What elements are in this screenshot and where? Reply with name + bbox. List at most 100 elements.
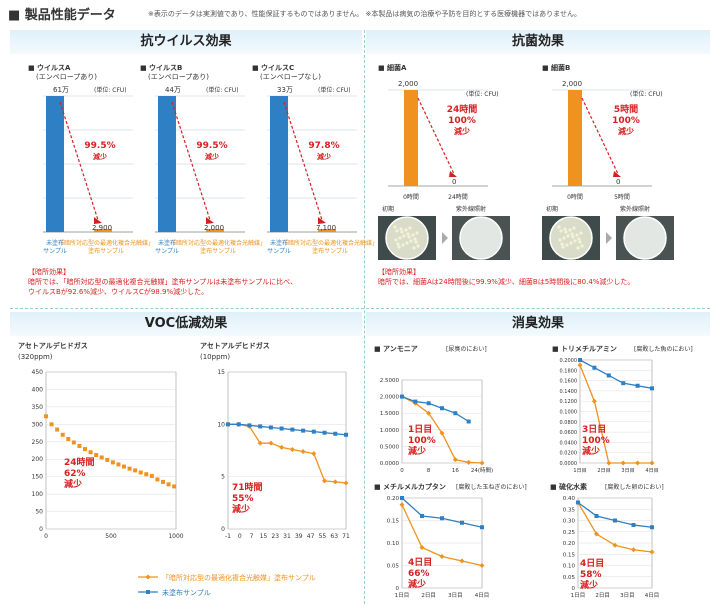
annotation: 58%: [580, 570, 602, 580]
treated-bar: [94, 229, 112, 232]
decrease-arrow: [59, 101, 99, 221]
annotation: 3日目: [582, 424, 606, 435]
data-point: [257, 440, 263, 446]
y-tick: 0.0200: [560, 451, 578, 457]
decrease-pct: 97.8%: [308, 141, 339, 151]
bar-end-label: 2,900: [92, 224, 112, 232]
chart-subtitle: (320ppm): [18, 353, 53, 361]
data-point: [77, 443, 82, 448]
data-point: [122, 464, 126, 469]
untreated-label: 未塗布: [270, 239, 288, 247]
x-tick: 15: [260, 533, 268, 540]
virus-panel: 抗ウイルス効果: [10, 30, 362, 305]
x-tick: 1000: [168, 533, 183, 540]
data-point: [279, 426, 284, 431]
colony: [406, 232, 410, 236]
colony: [575, 233, 579, 237]
colony: [561, 245, 565, 249]
x-tick: 1日目: [573, 468, 586, 474]
data-point: [116, 462, 121, 467]
x-tick: 3日目: [621, 468, 634, 474]
y-tick: 0.30: [563, 519, 576, 525]
y-tick: 0.0000: [560, 461, 578, 467]
data-point: [439, 554, 445, 559]
colony: [412, 246, 416, 250]
y-tick: 0.20: [387, 496, 400, 502]
x-tick: 31: [283, 533, 291, 540]
data-point: [620, 460, 626, 466]
data-point: [649, 549, 655, 555]
y-tick: 350: [32, 404, 44, 411]
treated-bar: [206, 229, 224, 232]
annotation: 減少: [64, 478, 82, 490]
decrease-label: 減少: [205, 152, 219, 161]
arrow-icon: [442, 232, 448, 244]
result-text: 暗所では、「暗所対応型の最適化複合光触媒」塗布サンプルは未塗布サンプルに比べ、: [28, 277, 297, 286]
decrease-label: 減少: [454, 126, 470, 136]
chart-title: ■ 硫化水素: [550, 482, 587, 491]
decrease-arrow: [171, 101, 211, 221]
colony: [559, 229, 563, 233]
y-tick: 2.0000: [380, 395, 400, 401]
bact-start: 2,000: [398, 80, 418, 88]
x-tick: 0: [238, 533, 242, 540]
y-tick: 100: [32, 491, 44, 498]
data-point: [66, 436, 71, 441]
treated-label: 塗布サンプル: [88, 247, 124, 255]
arrow-head: [449, 171, 457, 177]
data-point: [399, 502, 405, 508]
annotation: 減少: [582, 445, 600, 457]
colony: [571, 235, 575, 239]
decrease-time: 24時間: [447, 103, 478, 115]
virus-name: ■ ウイルスA: [28, 63, 71, 72]
photo-label: 初期: [546, 205, 558, 213]
annotation: 減少: [408, 578, 426, 590]
x-tick: 2日目: [421, 592, 436, 599]
data-point: [127, 466, 132, 471]
data-point: [635, 383, 640, 388]
data-point: [322, 430, 327, 435]
colony: [415, 231, 419, 235]
untreated-bar: [158, 96, 176, 232]
treated-label: 塗布サンプル: [200, 247, 236, 255]
colony: [407, 235, 411, 239]
annotation: 62%: [64, 469, 86, 479]
y-tick: 0.0000: [380, 461, 400, 467]
decrease-arrow: [581, 97, 619, 175]
chart-subtitle: [腐敗した卵のにおい]: [605, 483, 664, 491]
data-point: [592, 365, 597, 370]
colony: [416, 244, 420, 248]
data-point: [420, 514, 424, 518]
data-point: [466, 419, 471, 424]
decrease-pct: 100%: [612, 116, 640, 126]
arrow-head: [206, 217, 214, 224]
data-point: [88, 450, 93, 455]
colony: [402, 234, 406, 238]
virus-sub: (エンベロープあり): [148, 73, 209, 81]
y-tick: 0: [396, 586, 400, 592]
untreated-label: 未塗布: [158, 239, 176, 247]
x-tick: 3日目: [620, 592, 635, 599]
data-point: [161, 479, 165, 484]
series-line: [577, 501, 653, 528]
odor-panel: 消臭効果: [366, 312, 710, 604]
y-tick: 300: [32, 421, 44, 428]
result-title: 【暗所効果】: [378, 267, 420, 276]
petri-dish: [459, 216, 503, 260]
y-tick: 450: [32, 369, 44, 376]
colony: [393, 225, 397, 229]
x-tick: 55: [319, 533, 327, 540]
treated-label: 「暗所対応型の最適化複合光触媒」: [58, 239, 154, 247]
x-tick: 4日目: [645, 592, 660, 599]
x-tick: 47: [307, 533, 315, 540]
data-point: [133, 468, 138, 473]
decrease-label: 減少: [618, 126, 634, 136]
colony: [569, 241, 573, 245]
data-point: [226, 422, 230, 427]
odor-title: 消臭効果: [366, 312, 710, 336]
data-point: [479, 460, 485, 466]
data-point: [613, 518, 617, 523]
y-tick: 0.1200: [560, 399, 578, 405]
y-tick: 0: [221, 526, 225, 533]
data-point: [279, 444, 285, 450]
